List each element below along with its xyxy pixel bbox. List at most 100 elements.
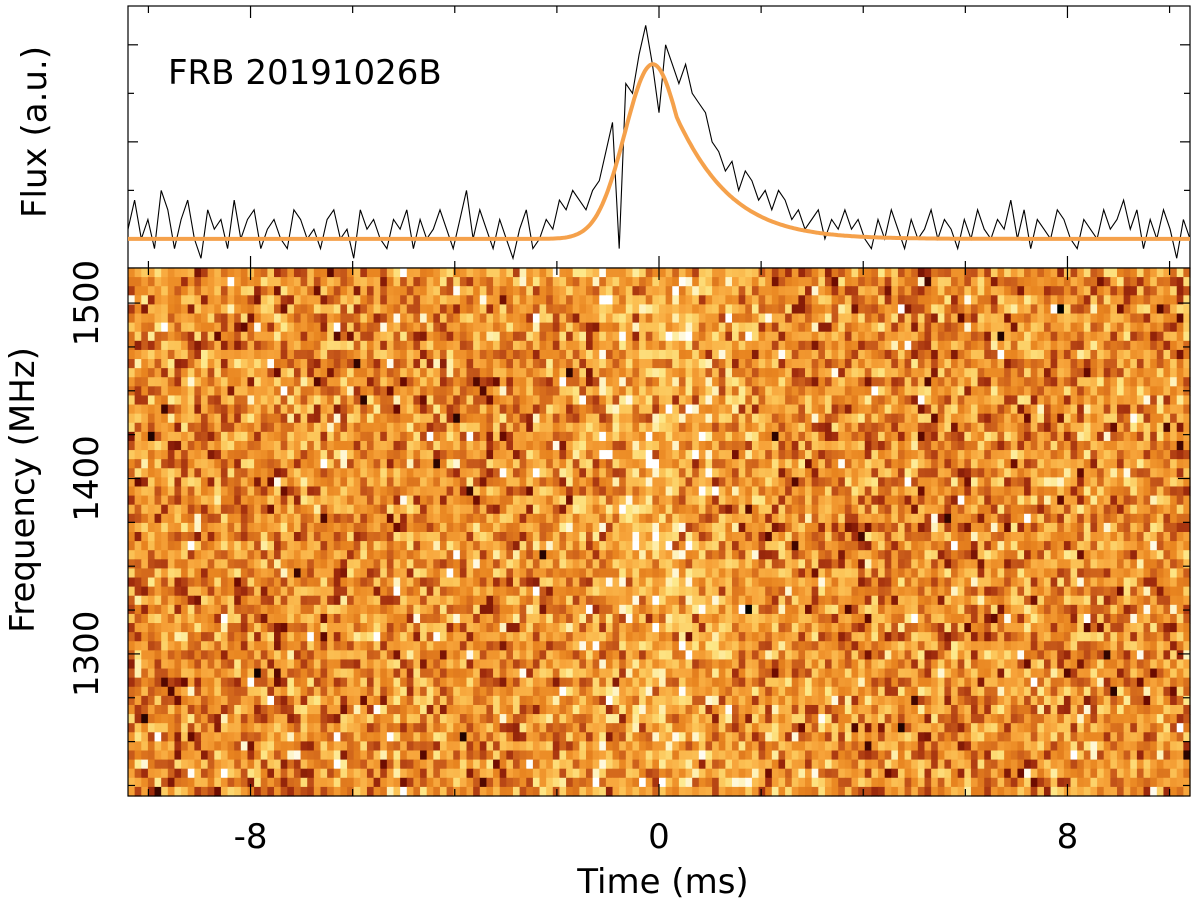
heatmap-cell [599,368,607,378]
heatmap-cell [373,286,381,296]
heatmap-cell [878,513,886,524]
heatmap-cell [386,522,395,533]
heatmap-cell [486,349,494,360]
heatmap-cell [957,504,965,515]
heatmap-cell [426,413,434,424]
heatmap-cell [439,477,448,488]
heatmap-cell [964,395,972,406]
heatmap-cell [659,495,667,506]
heatmap-cell [970,331,979,342]
heatmap-cell [771,349,780,360]
heatmap-cell [287,450,295,460]
heatmap-cell [917,304,926,315]
heatmap-cell [254,477,262,488]
heatmap-cell [990,404,999,415]
heatmap-cell [1136,359,1145,369]
heatmap-cell [785,468,793,478]
heatmap-cell [712,268,720,278]
heatmap-cell [539,268,547,278]
heatmap-cell [473,541,481,551]
heatmap-cell [878,495,886,506]
heatmap-cell [858,504,866,515]
heatmap-cell [128,377,136,387]
heatmap-cell [625,340,634,351]
heatmap-cell [293,522,302,533]
heatmap-cell [599,304,607,315]
heatmap-cell [871,486,879,497]
heatmap-cell [420,431,428,442]
heatmap-cell [964,286,972,296]
heatmap-cell [360,450,368,460]
heatmap-cell [659,413,667,424]
heatmap-cell [851,386,859,397]
heatmap-cell [738,295,746,306]
heatmap-cell [712,513,720,524]
heatmap-cell [970,286,979,296]
heatmap-cell [798,359,806,369]
heatmap-cell [347,486,355,497]
heatmap-cell [1103,349,1111,360]
heatmap-cell [705,295,713,306]
heatmap-cell [1123,322,1131,333]
heatmap-cell [818,349,826,360]
heatmap-cell [652,359,660,369]
heatmap-cell [260,304,268,315]
heatmap-cell [546,368,554,378]
heatmap-cell [254,431,262,442]
heatmap-cell [1123,422,1131,433]
heatmap-cell [1004,495,1012,506]
heatmap-cell [260,368,268,378]
heatmap-cell [1077,295,1085,306]
heatmap-cell [1123,541,1131,551]
heatmap-cell [891,359,899,369]
heatmap-cell [1070,286,1078,296]
heatmap-cell [572,322,580,333]
heatmap-cell [805,532,813,542]
heatmap-cell [751,286,760,296]
heatmap-cell [280,331,288,342]
heatmap-cell [333,268,341,278]
heatmap-cell [791,486,799,497]
heatmap-cell [990,304,999,315]
heatmap-cell [147,440,156,451]
heatmap-cell [1043,541,1052,551]
heatmap-cell [904,486,912,497]
heatmap-cell [1037,313,1045,324]
heatmap-cell [459,513,468,524]
heatmap-cell [1170,541,1178,551]
heatmap-cell [426,468,434,478]
heatmap-cell [247,468,255,478]
heatmap-cell [181,532,189,542]
heatmap-cell [293,277,302,287]
heatmap-cell [924,431,932,442]
heatmap-cell [937,450,946,460]
heatmap-cell [738,522,746,533]
heatmap-cell [659,532,667,542]
heatmap-cell [1116,431,1125,442]
heatmap-cell [911,422,919,433]
heatmap-cell [917,322,926,333]
heatmap-cell [1156,268,1165,278]
heatmap-cell [625,422,634,433]
heatmap-cell [592,331,600,342]
heatmap-cell [725,477,733,488]
heatmap-cell [134,486,142,497]
heatmap-cell [380,422,388,433]
heatmap-cell [718,513,726,524]
heatmap-cell [373,413,381,424]
heatmap-cell [864,340,872,351]
heatmap-cell [605,486,614,497]
heatmap-cell [1057,513,1065,524]
heatmap-cell [194,477,202,488]
heatmap-cell [785,286,793,296]
heatmap-cell [625,386,634,397]
heatmap-cell [1030,295,1038,306]
heatmap-cell [990,295,999,306]
heatmap-cell [957,532,965,542]
heatmap-cell [486,413,494,424]
heatmap-cell [732,295,740,306]
heatmap-cell [439,440,448,451]
heatmap-cell [672,286,680,296]
heatmap-cell [240,386,249,397]
heatmap-cell [619,404,627,415]
